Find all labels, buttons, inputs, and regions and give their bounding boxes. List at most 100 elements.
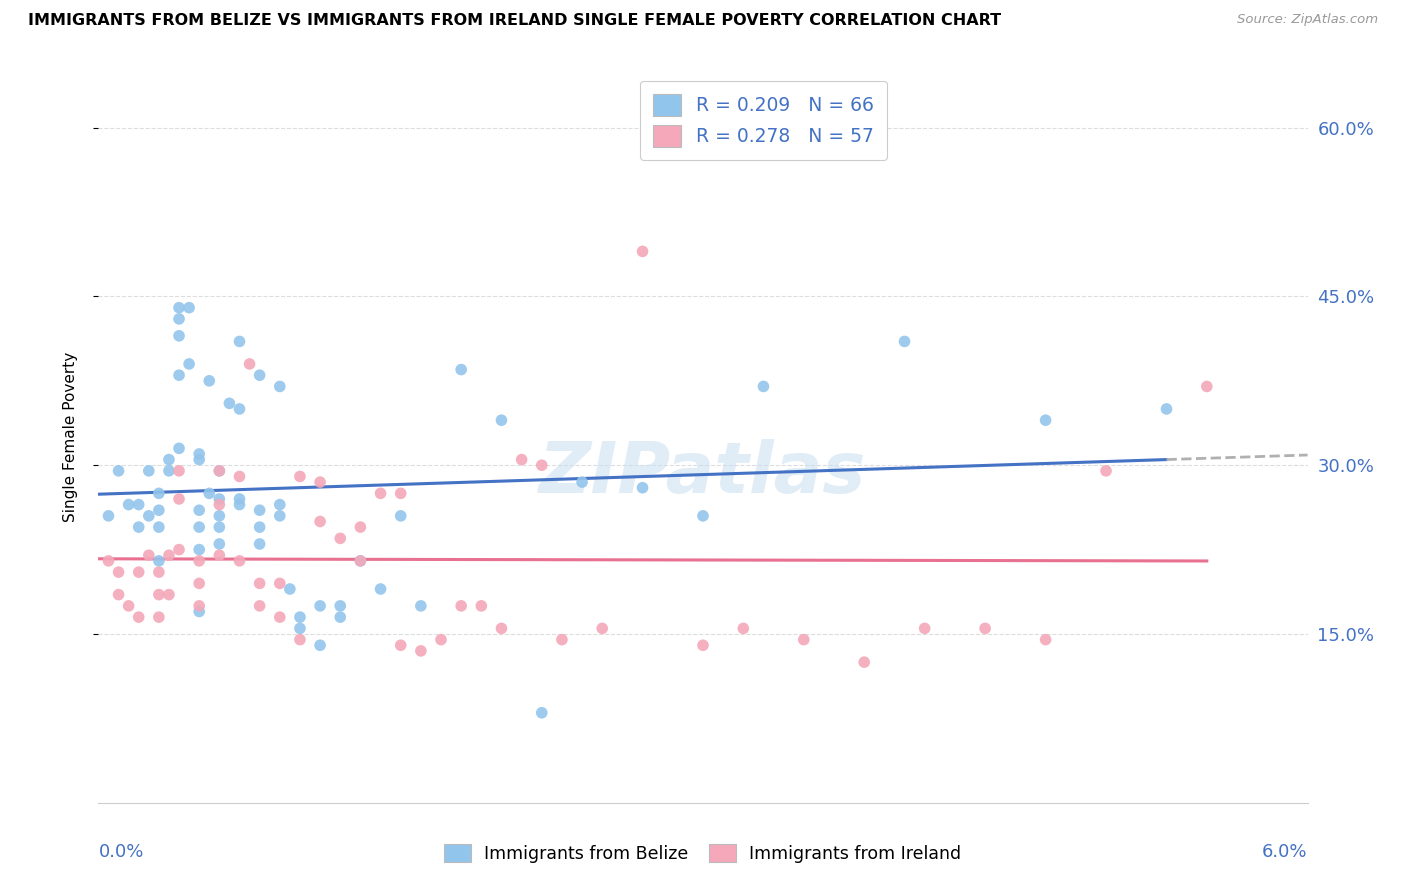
Point [278, 582, 301, 596]
Point [157, 452, 180, 467]
Point [118, 599, 141, 613]
Point [450, 362, 472, 376]
Point [167, 328, 190, 343]
Point [288, 632, 311, 647]
Point [148, 503, 170, 517]
Point [228, 334, 250, 349]
Point [167, 301, 190, 315]
Point [228, 401, 250, 416]
Point [228, 498, 250, 512]
Point [370, 582, 392, 596]
Point [228, 491, 250, 506]
Point [228, 469, 250, 483]
Point [179, 357, 201, 371]
Point [249, 576, 271, 591]
Point [118, 498, 141, 512]
Point [914, 621, 936, 635]
Point [269, 576, 291, 591]
Point [157, 464, 180, 478]
Point [128, 520, 150, 534]
Point [974, 621, 997, 635]
Point [208, 491, 231, 506]
Point [288, 621, 311, 635]
Point [1156, 401, 1178, 416]
Point [97, 554, 120, 568]
Point [1095, 464, 1118, 478]
Point [198, 374, 221, 388]
Point [409, 599, 432, 613]
Point [208, 508, 231, 523]
Point [329, 610, 352, 624]
Point [409, 644, 432, 658]
Point [793, 632, 815, 647]
Point [853, 655, 876, 669]
Point [148, 520, 170, 534]
Point [249, 503, 271, 517]
Point [752, 379, 775, 393]
Text: IMMIGRANTS FROM BELIZE VS IMMIGRANTS FROM IRELAND SINGLE FEMALE POVERTY CORRELAT: IMMIGRANTS FROM BELIZE VS IMMIGRANTS FRO… [28, 13, 1001, 29]
Point [208, 498, 231, 512]
Point [591, 621, 613, 635]
Text: 6.0%: 6.0% [1263, 843, 1308, 861]
Point [288, 610, 311, 624]
Point [188, 452, 211, 467]
Point [228, 554, 250, 568]
Point [733, 621, 755, 635]
Point [269, 610, 291, 624]
Point [188, 554, 211, 568]
Point [491, 413, 513, 427]
Point [208, 464, 231, 478]
Point [491, 621, 513, 635]
Point [188, 447, 211, 461]
Point [329, 532, 352, 546]
Point [148, 486, 170, 500]
Point [208, 520, 231, 534]
Point [530, 458, 553, 473]
Point [208, 537, 231, 551]
Point [188, 520, 211, 534]
Point [128, 610, 150, 624]
Point [249, 368, 271, 383]
Point [188, 542, 211, 557]
Point [188, 599, 211, 613]
Point [530, 706, 553, 720]
Point [692, 638, 714, 652]
Point [148, 565, 170, 579]
Point [370, 486, 392, 500]
Point [309, 515, 332, 529]
Point [309, 638, 332, 652]
Point [470, 599, 492, 613]
Point [157, 548, 180, 562]
Point [188, 576, 211, 591]
Point [631, 244, 654, 259]
Point [1035, 632, 1057, 647]
Legend: R = 0.209   N = 66, R = 0.278   N = 57: R = 0.209 N = 66, R = 0.278 N = 57 [640, 81, 887, 160]
Point [107, 588, 129, 602]
Point [148, 554, 170, 568]
Point [309, 475, 332, 489]
Point [148, 610, 170, 624]
Point [249, 537, 271, 551]
Point [249, 520, 271, 534]
Point [309, 599, 332, 613]
Point [97, 508, 120, 523]
Point [138, 464, 160, 478]
Y-axis label: Single Female Poverty: Single Female Poverty [63, 352, 77, 522]
Point [188, 605, 211, 619]
Point [167, 491, 190, 506]
Point [128, 498, 150, 512]
Point [167, 368, 190, 383]
Point [148, 588, 170, 602]
Point [450, 599, 472, 613]
Point [239, 357, 262, 371]
Point [167, 442, 190, 456]
Point [107, 565, 129, 579]
Legend: Immigrants from Belize, Immigrants from Ireland: Immigrants from Belize, Immigrants from … [437, 838, 969, 870]
Point [551, 632, 574, 647]
Point [167, 542, 190, 557]
Point [430, 632, 453, 647]
Point [893, 334, 915, 349]
Point [208, 548, 231, 562]
Point [269, 498, 291, 512]
Point [157, 588, 180, 602]
